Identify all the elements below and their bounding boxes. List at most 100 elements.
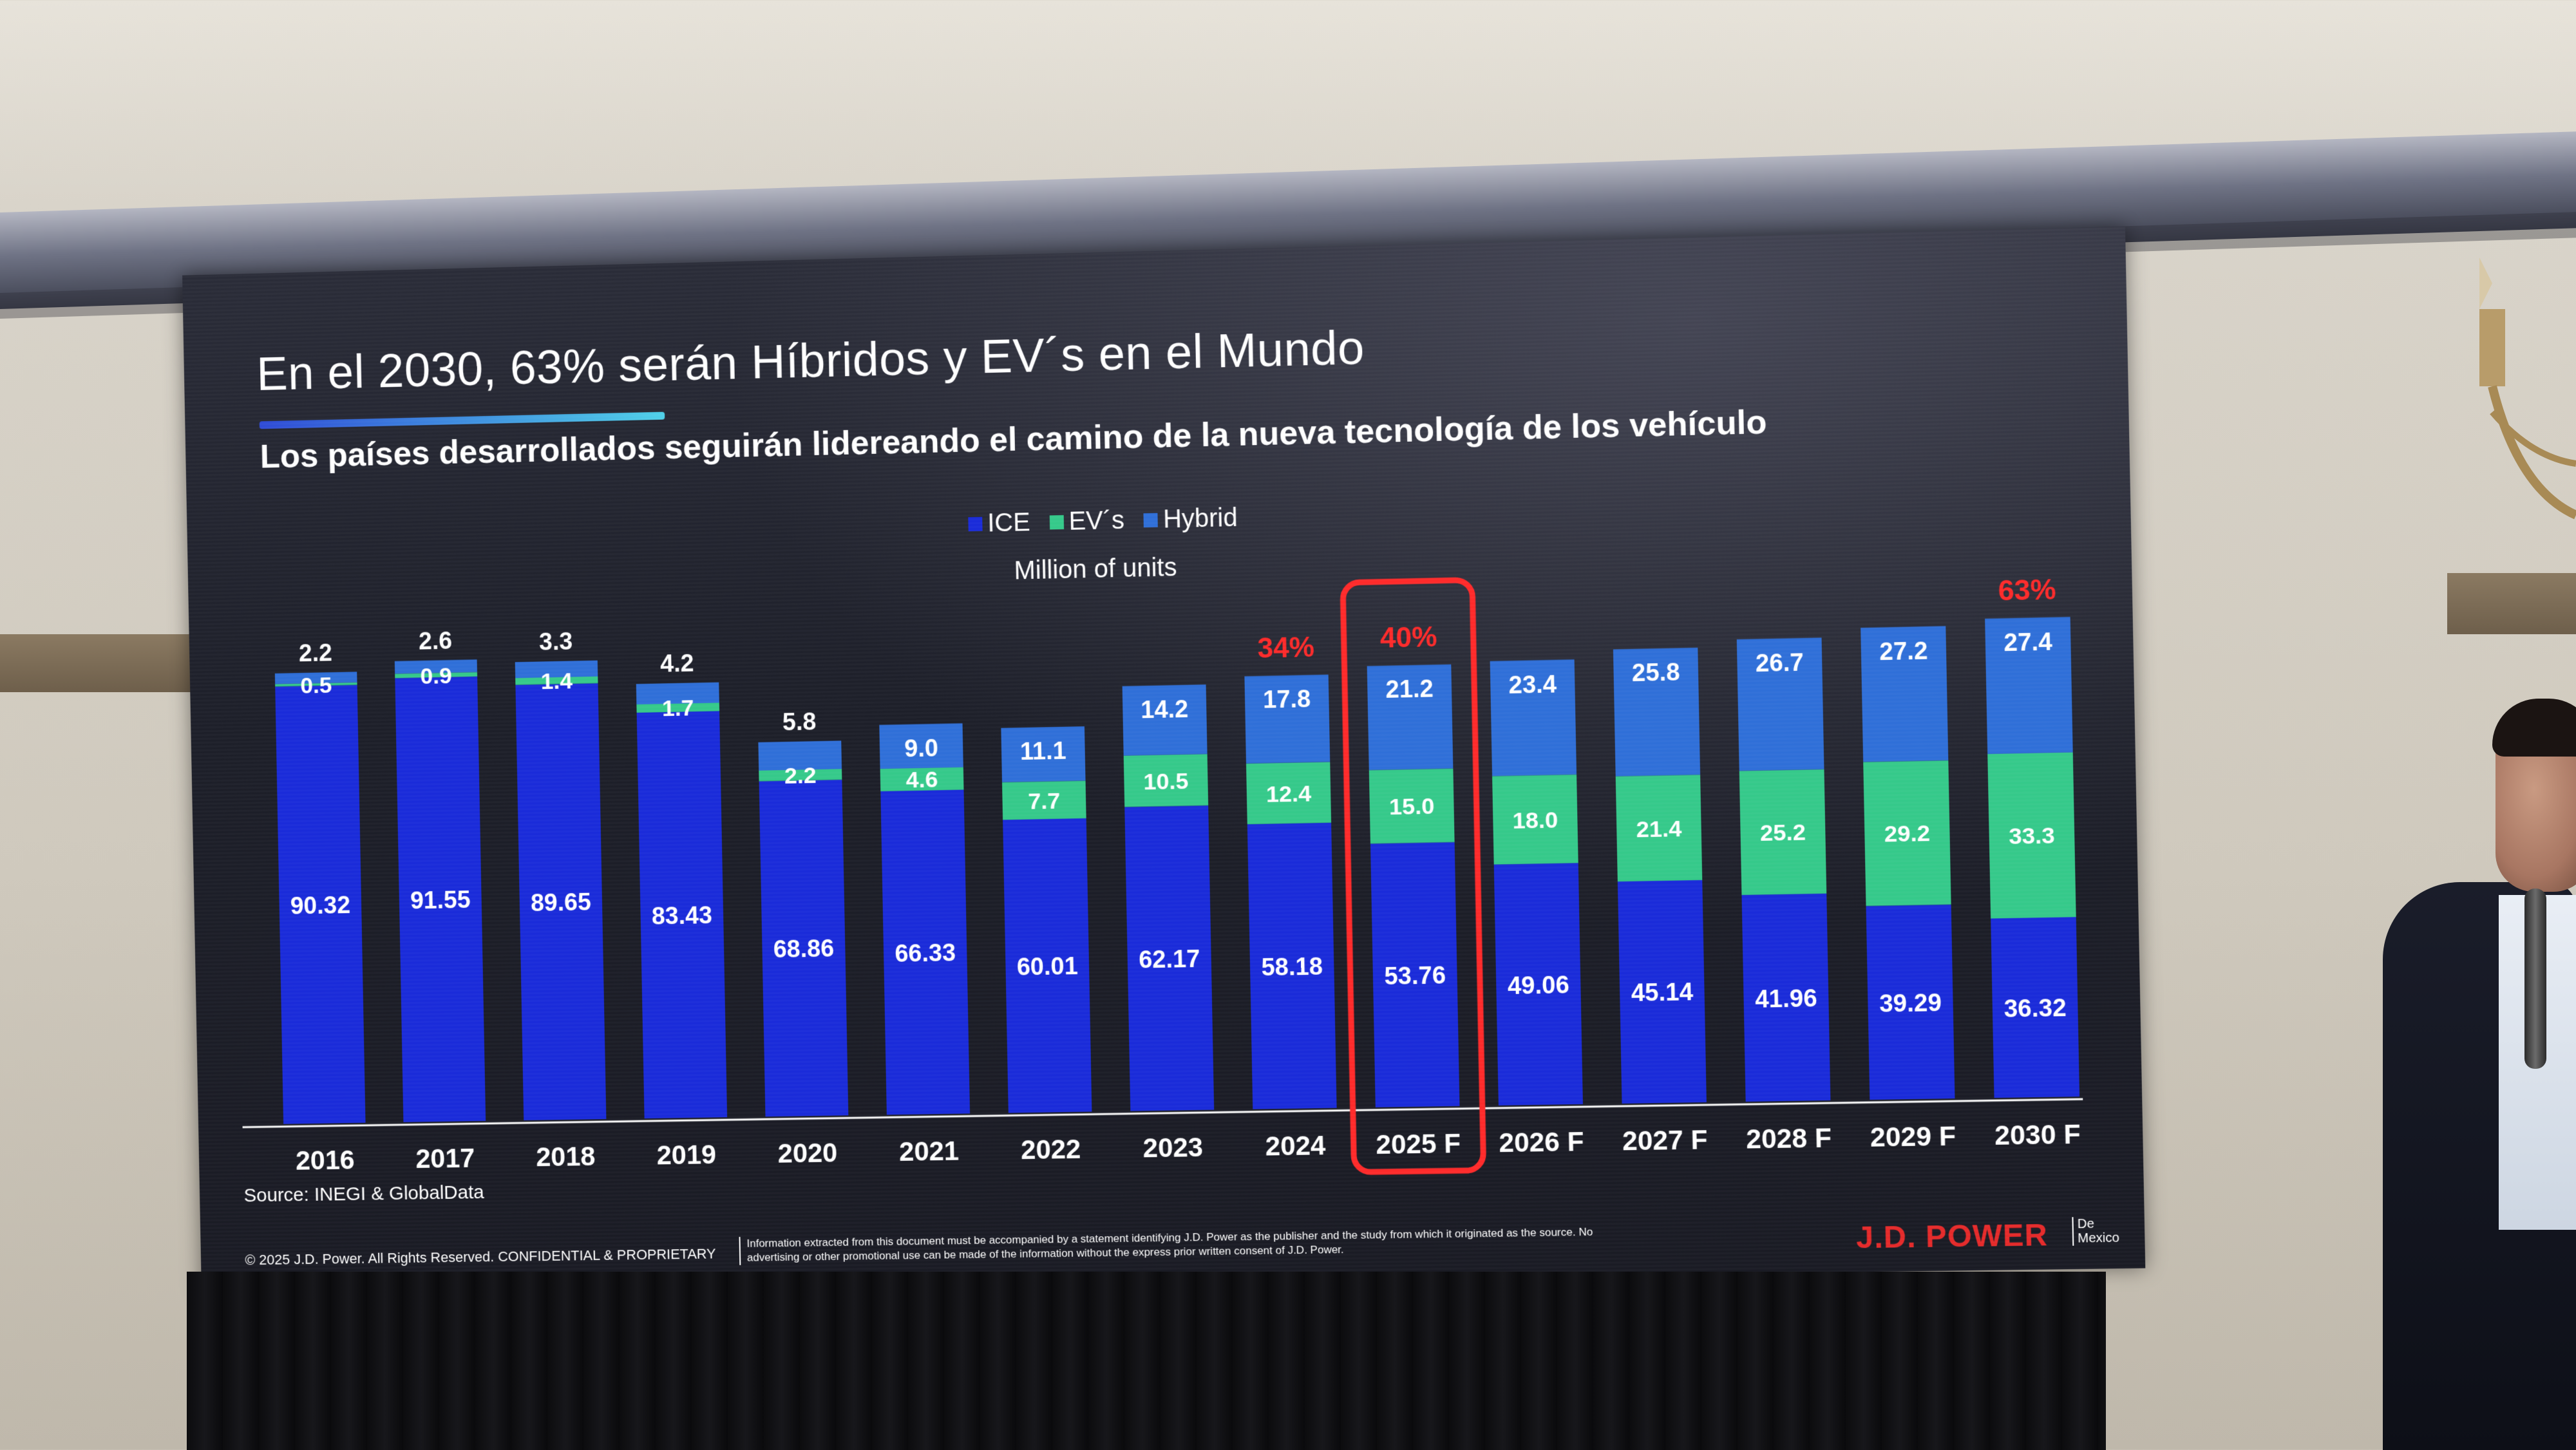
bar-ev-2029-f: [1863, 760, 1951, 907]
data-label-ice-2028-f: 41.96: [1755, 984, 1817, 1013]
data-label-ev-2023: 10.5: [1143, 767, 1189, 795]
data-label-ice-2026-f: 49.06: [1508, 972, 1570, 1000]
bar-ice-2029-f: [1866, 904, 1955, 1100]
data-label-ice-2022: 60.01: [1017, 953, 1079, 981]
jd-power-logo: J.D. POWER: [1855, 1218, 2049, 1256]
data-label-ice-2019: 83.43: [652, 902, 713, 930]
bar-hybrid-2028-f: [1736, 637, 1824, 771]
microphone-icon: [2524, 889, 2546, 1069]
data-label-ev-2017: 0.9: [420, 663, 452, 689]
data-label-ice-2017: 91.55: [410, 887, 471, 915]
data-label-hybrid-2029-f: 27.2: [1879, 637, 1928, 666]
data-label-ev-2021: 4.6: [905, 767, 938, 793]
data-label-ice-2021: 66.33: [895, 939, 956, 968]
bar-ice-2022: [1003, 818, 1092, 1113]
bar-hybrid-2020: [758, 740, 842, 771]
projection-screen: En el 2030, 63% serán Híbridos y EV´s en…: [182, 226, 2146, 1294]
stacked-bar-chart: 90.32 0.5 2.2 2016 91.55 0.9 2.6 2017 89.65 1.4 3.…: [182, 227, 2145, 1294]
bar-ice-2021: [880, 789, 971, 1115]
bar-hybrid-2025-f: [1367, 664, 1454, 771]
data-label-ev-2022: 7.7: [1028, 787, 1061, 814]
x-tick-2016: 2016: [296, 1144, 355, 1175]
data-label-ev-2018: 1.4: [540, 668, 573, 695]
data-label-hybrid-2026-f: 23.4: [1508, 671, 1557, 699]
bar-ev-2021: [880, 767, 964, 791]
wall-molding-left: [0, 634, 193, 692]
x-tick-2028-f: 2028 F: [1746, 1122, 1832, 1154]
x-tick-2027-f: 2027 F: [1622, 1124, 1708, 1156]
wall-molding-right: [2447, 573, 2576, 634]
bar-ice-2023: [1124, 805, 1215, 1111]
bar-ice-2025-f: [1370, 842, 1460, 1107]
bar-ev-2019: [636, 702, 720, 713]
bar-ice-2026-f: [1493, 863, 1583, 1106]
bar-ice-2027-f: [1617, 880, 1707, 1104]
bar-ev-2025-f: [1368, 768, 1455, 844]
bar-ev-2020: [759, 769, 842, 782]
data-label-ice-2023: 62.17: [1139, 945, 1200, 974]
brand-region-line-2: Mexico: [2078, 1230, 2120, 1246]
x-tick-2025-f: 2025 F: [1376, 1128, 1461, 1160]
bar-ice-2028-f: [1741, 893, 1831, 1102]
bar-hybrid-2026-f: [1490, 659, 1577, 777]
data-label-ev-2025-f: 15.0: [1389, 793, 1435, 820]
bar-ev-2027-f: [1615, 775, 1703, 882]
presenter-hair: [2492, 699, 2576, 757]
data-label-hybrid-2018: 3.3: [539, 628, 573, 656]
data-label-ice-2024: 58.18: [1261, 953, 1323, 981]
data-label-ev-2030-f: 33.3: [2009, 823, 2055, 850]
bar-hybrid-2023: [1122, 684, 1208, 756]
data-label-ev-2027-f: 21.4: [1636, 815, 1682, 842]
x-tick-2020: 2020: [777, 1137, 838, 1168]
x-tick-2023: 2023: [1142, 1132, 1203, 1163]
data-label-ice-2016: 90.32: [290, 892, 350, 919]
bar-hybrid-2027-f: [1613, 647, 1701, 777]
bar-ice-2020: [759, 779, 849, 1117]
data-label-hybrid-2022: 11.1: [1020, 737, 1066, 766]
data-label-hybrid-2025-f: 21.2: [1385, 675, 1434, 704]
data-label-hybrid-2024: 17.8: [1263, 686, 1311, 714]
x-tick-2030-f: 2030 F: [1994, 1118, 2081, 1151]
bar-ev-2023: [1123, 754, 1209, 807]
data-label-hybrid-2016: 2.2: [299, 639, 333, 667]
brand-region-line-1: De: [2077, 1216, 2095, 1232]
bar-hybrid-2016: [274, 672, 357, 684]
data-label-ice-2020: 68.86: [773, 936, 834, 964]
data-label-ev-2016: 0.5: [300, 672, 332, 699]
bar-ev-2024: [1245, 762, 1332, 825]
x-tick-2029-f: 2029 F: [1870, 1120, 1956, 1153]
x-tick-2024: 2024: [1265, 1130, 1326, 1162]
data-label-ev-2024: 12.4: [1266, 780, 1312, 807]
source-note: Source: INEGI & GlobalData: [243, 1182, 484, 1207]
data-label-hybrid-2020: 5.8: [782, 708, 817, 736]
x-tick-2022: 2022: [1021, 1134, 1081, 1165]
data-label-hybrid-2028-f: 26.7: [1755, 649, 1804, 677]
bar-hybrid-2024: [1244, 674, 1331, 764]
bar-ice-2030-f: [1991, 917, 2080, 1098]
data-label-hybrid-2030-f: 27.4: [2003, 628, 2052, 657]
data-label-ice-2025-f: 53.76: [1384, 962, 1446, 990]
bar-ice-2016: [275, 684, 366, 1124]
data-label-ev-2026-f: 18.0: [1512, 807, 1558, 834]
data-label-hybrid-2021: 9.0: [904, 735, 938, 762]
data-label-hybrid-2023: 14.2: [1141, 695, 1189, 724]
x-tick-2026-f: 2026 F: [1499, 1126, 1584, 1158]
percent-label-2024: 34%: [1257, 632, 1314, 664]
data-label-ice-2029-f: 39.29: [1879, 989, 1942, 1017]
percent-label-2030-f: 63%: [1998, 574, 2056, 607]
bar-ev-2022: [1002, 780, 1086, 820]
bar-ice-2019: [636, 711, 728, 1119]
bar-ev-2018: [515, 676, 598, 685]
bar-hybrid-2019: [636, 682, 719, 705]
x-tick-2017: 2017: [415, 1143, 475, 1174]
bar-hybrid-2030-f: [1985, 617, 2073, 755]
bar-hybrid-2021: [879, 723, 963, 769]
data-label-ice-2018: 89.65: [531, 889, 592, 918]
data-label-hybrid-2019: 4.2: [660, 650, 694, 678]
data-label-ev-2028-f: 25.2: [1760, 819, 1806, 846]
bar-ice-2017: [395, 676, 486, 1122]
bar-ev-2028-f: [1739, 769, 1827, 896]
bar-hybrid-2022: [1001, 726, 1086, 782]
bar-ice-2024: [1247, 822, 1337, 1109]
wall-lamp-icon: [2479, 258, 2576, 520]
